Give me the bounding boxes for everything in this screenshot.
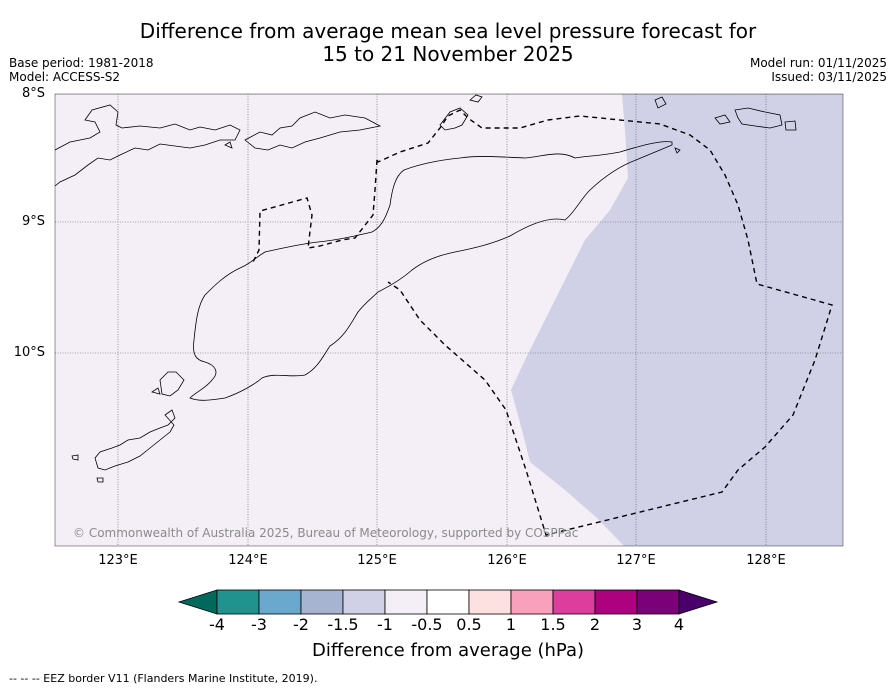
lat-label-8s: 8°S — [21, 86, 45, 101]
colorbar-tick-label: -0.5 — [411, 615, 443, 634]
colorbar-tick-label: 1.5 — [540, 615, 566, 634]
model-run: Model run: 01/11/2025 — [749, 56, 887, 70]
issued-date: Issued: 03/11/2025 — [771, 70, 887, 84]
colorbar-segment — [468, 589, 512, 615]
title-line-2: 15 to 21 November 2025 — [322, 42, 574, 66]
lon-label-127e: 127°E — [616, 553, 656, 568]
colorbar-segment — [216, 589, 260, 615]
lon-label-125e: 125°E — [357, 553, 397, 568]
colorbar-segment — [426, 589, 470, 615]
colorbar-label: Difference from average (hPa) — [311, 640, 585, 661]
map-frame — [54, 93, 844, 547]
colorbar-tick-label: -3 — [251, 615, 267, 634]
colorbar-segment — [384, 589, 428, 615]
lon-label-124e: 124°E — [228, 553, 268, 568]
colorbar-segment — [636, 589, 680, 615]
colorbar-segment — [552, 589, 596, 615]
colorbar-segment — [510, 589, 554, 615]
base-period: Base period: 1981-2018 — [9, 56, 154, 70]
eez-borders — [251, 109, 833, 536]
colorbar-extend-low — [177, 589, 218, 615]
colorbar-segment — [300, 589, 344, 615]
colorbar-tick-label: 3 — [631, 615, 643, 634]
colorbar-tick-label: 2 — [589, 615, 601, 634]
colorbar-extend-high — [678, 589, 719, 615]
colorbar-segment — [258, 589, 302, 615]
lon-label-126e: 126°E — [487, 553, 527, 568]
lat-label-10s: 10°S — [13, 345, 45, 360]
colorbar-segment — [342, 589, 386, 615]
model-name: Model: ACCESS-S2 — [9, 70, 121, 84]
coastlines — [55, 94, 797, 483]
lat-label-9s: 9°S — [21, 214, 45, 229]
moderate-negative-anomaly-area — [511, 94, 843, 546]
lon-label-123e: 123°E — [98, 553, 138, 568]
title-line-1: Difference from average mean sea level p… — [139, 19, 757, 43]
colorbar-tick-label: 1 — [505, 615, 517, 634]
colorbar-tick-label: 0.5 — [456, 615, 482, 634]
eez-source-note: -- -- -- EEZ border V11 (Flanders Marine… — [9, 672, 318, 685]
colorbar-tick-label: -4 — [209, 615, 225, 634]
colorbar-tick-label: -1 — [377, 615, 393, 634]
lon-label-128e: 128°E — [746, 553, 786, 568]
colorbar-tick-label: -2 — [293, 615, 309, 634]
colorbar-segment — [594, 589, 638, 615]
colorbar-tick-label: -1.5 — [327, 615, 359, 634]
graticule — [55, 94, 843, 546]
colorbar-tick-label: 4 — [673, 615, 685, 634]
copyright-notice: © Commonwealth of Australia 2025, Bureau… — [73, 526, 579, 540]
